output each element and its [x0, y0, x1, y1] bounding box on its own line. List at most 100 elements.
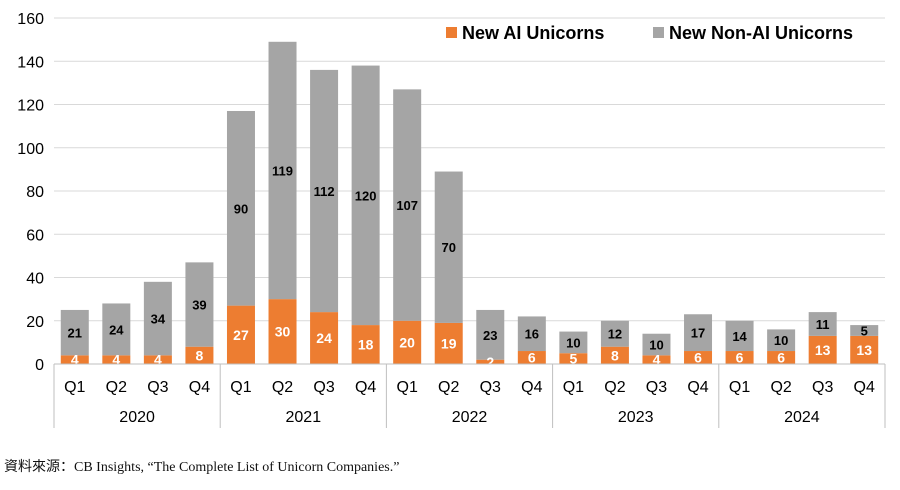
- x-tick-label: Q4: [521, 379, 542, 396]
- year-label: 2021: [286, 409, 322, 426]
- bar-non-ai: [143, 281, 172, 356]
- bar-non-ai: [850, 325, 879, 336]
- data-label-non-ai: 10: [774, 333, 788, 348]
- y-tick-label: 20: [26, 314, 44, 331]
- data-label-non-ai: 10: [566, 335, 580, 350]
- data-label-ai: 6: [528, 350, 536, 366]
- legend: New AI Unicorns New Non-AI Unicorns: [446, 23, 853, 43]
- bar-non-ai: [684, 314, 713, 352]
- data-label-non-ai: 14: [732, 329, 747, 344]
- bar-ai: [767, 351, 796, 364]
- bar-non-ai: [268, 41, 297, 300]
- y-tick-label: 100: [17, 141, 44, 158]
- data-label-ai: 30: [275, 324, 291, 340]
- bar-ai: [351, 325, 380, 364]
- year-label: 2024: [784, 409, 820, 426]
- data-label-ai: 8: [611, 347, 619, 363]
- data-label-ai: 4: [154, 352, 162, 368]
- data-label-non-ai: 12: [608, 327, 622, 342]
- data-label-non-ai: 119: [272, 163, 293, 178]
- bar-non-ai: [559, 331, 588, 354]
- bar-non-ai: [808, 312, 837, 336]
- bar-non-ai: [642, 333, 671, 356]
- y-tick-label: 60: [26, 227, 44, 244]
- bar-non-ai: [434, 171, 463, 323]
- bar-ai: [808, 335, 837, 364]
- data-label-ai: 20: [399, 334, 415, 350]
- bar-ai: [476, 359, 505, 364]
- data-label-ai: 4: [112, 352, 120, 368]
- data-label-non-ai: 120: [355, 188, 377, 203]
- bar-non-ai: [517, 316, 546, 352]
- data-label-non-ai: 23: [483, 328, 497, 343]
- bar-non-ai: [476, 309, 505, 360]
- data-label-ai: 6: [777, 350, 785, 366]
- data-label-ai: 24: [316, 330, 332, 346]
- bar-ai: [434, 322, 463, 364]
- legend-label: New Non-AI Unicorns: [669, 23, 853, 43]
- data-label-ai: 13: [815, 342, 831, 358]
- x-tick-label: Q4: [355, 379, 376, 396]
- x-tick-label: Q3: [147, 379, 168, 396]
- legend-swatch: [446, 27, 457, 38]
- data-label-non-ai: 90: [234, 201, 248, 216]
- source-note: 資料來源：CB Insights, “The Complete List of …: [4, 460, 400, 475]
- bar-ai: [725, 351, 754, 364]
- bar-ai: [559, 353, 588, 364]
- bar-ai: [642, 355, 671, 364]
- bar-non-ai: [600, 320, 629, 347]
- data-label-non-ai: 34: [151, 312, 166, 327]
- x-tick-label: Q4: [687, 379, 708, 396]
- x-axis: Q1 Q2 Q3 Q4 Q1 Q2 Q3 Q4 Q1 Q2 Q3 Q4 Q1 Q2 Q3 Q4 Q1 Q2 Q3 Q4…: [53, 363, 886, 428]
- data-label-ai: 6: [736, 350, 744, 366]
- x-tick-label: Q2: [272, 379, 293, 396]
- data-label-ai: 4: [71, 352, 79, 368]
- y-tick-label: 140: [17, 54, 44, 71]
- bar-ai: [600, 346, 629, 364]
- data-label-non-ai: 10: [649, 338, 663, 353]
- y-axis: 0 20 40 60 80 100 120 140 160: [17, 11, 44, 374]
- data-label-ai: 5: [569, 351, 577, 367]
- data-label-ai: 13: [856, 342, 872, 358]
- y-tick-label: 160: [17, 11, 44, 28]
- data-label-non-ai: 39: [192, 298, 206, 313]
- bar-non-ai: [393, 89, 422, 321]
- year-label: 2022: [452, 409, 488, 426]
- data-label-non-ai: 21: [68, 326, 82, 341]
- legend-label: New AI Unicorns: [462, 23, 604, 43]
- x-tick-label: Q4: [854, 379, 875, 396]
- bar-ai: [226, 305, 255, 364]
- bar-ai: [60, 355, 89, 364]
- x-tick-label: Q2: [106, 379, 127, 396]
- data-label-ai: 8: [196, 347, 204, 363]
- bar-non-ai: [351, 65, 380, 326]
- data-label-ai: 2: [486, 354, 494, 370]
- data-label-ai: 18: [358, 337, 374, 353]
- y-tick-label: 40: [26, 271, 44, 288]
- data-label-non-ai: 16: [525, 327, 539, 342]
- x-tick-label: Q1: [729, 379, 750, 396]
- bars: 4214244348392790301192411218120201071970…: [60, 41, 879, 370]
- y-tick-label: 0: [35, 357, 44, 374]
- data-label-non-ai: 24: [109, 322, 124, 337]
- x-tick-label: Q1: [64, 379, 85, 396]
- data-label-ai: 27: [233, 327, 249, 343]
- x-tick-label: Q2: [604, 379, 625, 396]
- bar-ai: [393, 320, 422, 364]
- bar-non-ai: [767, 329, 796, 352]
- y-tick-label: 80: [26, 184, 44, 201]
- bar-non-ai: [310, 69, 339, 313]
- gridlines: [54, 17, 885, 365]
- data-label-non-ai: 107: [396, 198, 418, 213]
- x-tick-label: Q1: [397, 379, 418, 396]
- x-tick-label: Q3: [646, 379, 667, 396]
- bar-ai: [102, 355, 131, 364]
- bar-ai: [517, 351, 546, 364]
- bar-ai: [684, 351, 713, 364]
- data-label-ai: 6: [694, 350, 702, 366]
- bar-ai: [268, 299, 297, 364]
- x-tick-label: Q3: [313, 379, 334, 396]
- data-label-non-ai: 17: [691, 326, 705, 341]
- bar-non-ai: [102, 303, 131, 356]
- x-tick-label: Q4: [189, 379, 210, 396]
